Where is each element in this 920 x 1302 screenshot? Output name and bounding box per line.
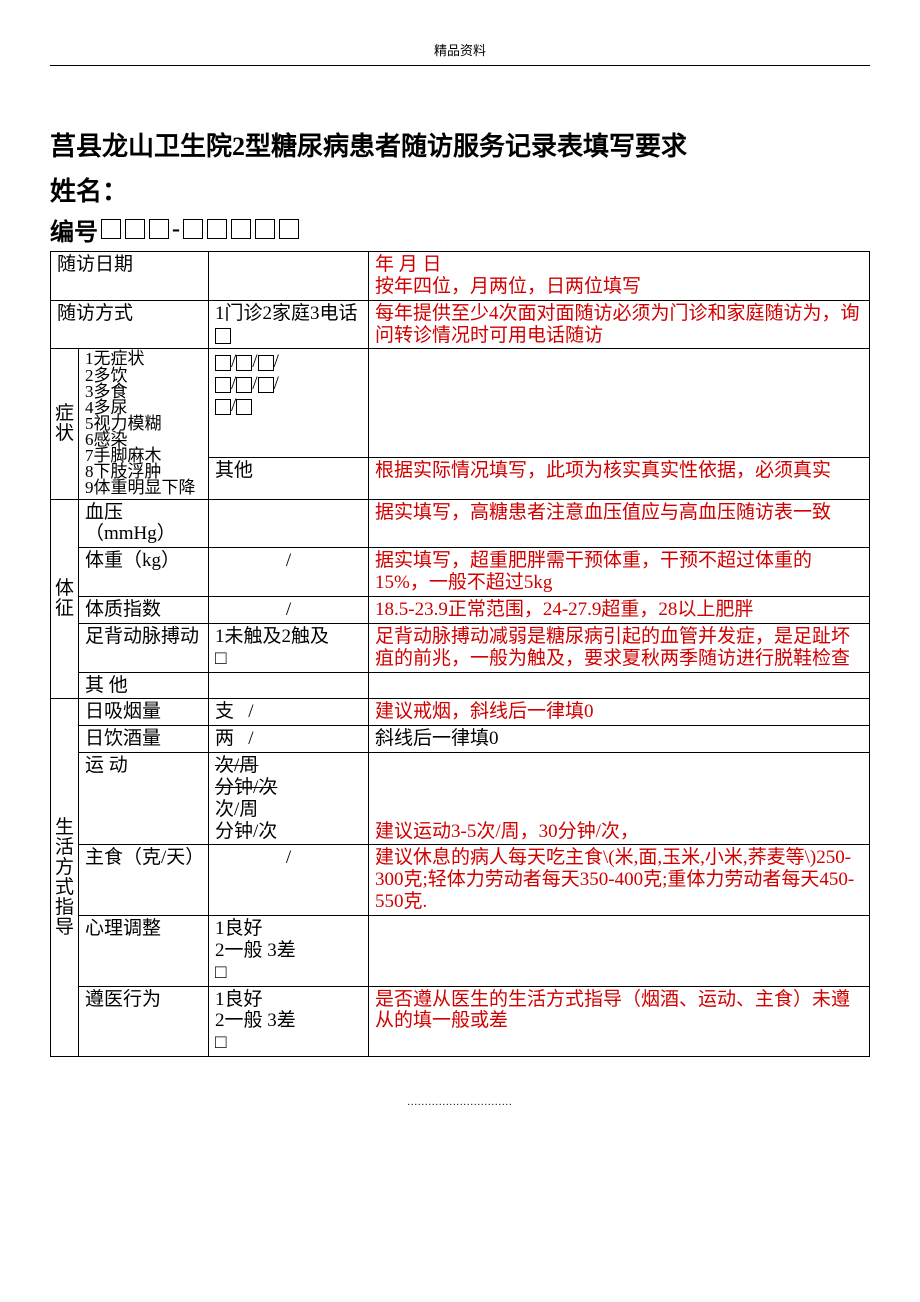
cell-bmi-note: 18.5-23.9正常范围，24-27.9超重，28以上肥胖 [369, 597, 870, 624]
footer-dots: .............................. [50, 1097, 870, 1108]
table-row: 症状 1无症状 2多饮 3多食 4多尿 5视力模糊 6感染 7手脚麻木 8下肢浮… [51, 349, 870, 458]
cell-method-note: 每年提供至少4次面对面随访必须为门诊和家庭随访为，询问转诊情况时可用电话随访 [369, 300, 870, 349]
cell-sport-label: 运 动 [79, 753, 209, 845]
id-box[interactable] [231, 219, 251, 239]
cell-bmi-mid[interactable]: / [209, 597, 369, 624]
id-box[interactable] [183, 219, 203, 239]
table-row: 体质指数 / 18.5-23.9正常范围，24-27.9超重，28以上肥胖 [51, 597, 870, 624]
drink-unit: 两 [215, 728, 234, 749]
cell-bmi-label: 体质指数 [79, 597, 209, 624]
cell-followup-date-note: 年 月 日 按年四位，月两位，日两位填写 [369, 251, 870, 300]
cell-wt-note: 据实填写，超重肥胖需干预体重，干预不超过体重的15%，一般不超过5kg [369, 548, 870, 597]
id-box[interactable] [255, 219, 275, 239]
cell-smoke-note: 建议戒烟，斜线后一律填0 [369, 699, 870, 726]
side-lifestyle: 生活方式指导 [51, 699, 79, 1057]
cell-wt-label: 体重（kg） [79, 548, 209, 597]
side-body: 体征 [51, 499, 79, 699]
cell-empty[interactable] [209, 672, 369, 699]
cell-psy-mid: 1良好 2一般 3差 □ [209, 915, 369, 986]
table-row: 心理调整 1良好 2一般 3差 □ [51, 915, 870, 986]
checkbox[interactable] [215, 377, 231, 393]
cell-food-note: 建议休息的病人每天吃主食\(米,面,玉米,小米,荞麦等\)250-300克;轻体… [369, 845, 870, 916]
table-row: 遵医行为 1良好 2一般 3差 □ 是否遵从医生的生活方式指导（烟酒、运动、主食… [51, 986, 870, 1057]
cell-empty[interactable] [209, 499, 369, 548]
checkbox[interactable] [236, 377, 252, 393]
cell-empty [369, 915, 870, 986]
page-header-small: 精品资料 [50, 40, 870, 66]
table-row: 其 他 [51, 672, 870, 699]
cell-doc-note: 是否遵从医生的生活方式指导（烟酒、运动、主食）未遵从的填一般或差 [369, 986, 870, 1057]
cell-smoke-mid: 支 / [209, 699, 369, 726]
table-row: 日饮酒量 两 / 斜线后一律填0 [51, 726, 870, 753]
table-row: 足背动脉搏动 1未触及2触及 □ 足背动脉搏动减弱是糖尿病引起的血管并发症，是足… [51, 623, 870, 672]
id-box[interactable] [125, 219, 145, 239]
name-label: 姓名： [50, 174, 870, 210]
cell-drink-label: 日饮酒量 [79, 726, 209, 753]
cell-food-mid[interactable]: / [209, 845, 369, 916]
cell-bp-note: 据实填写，高糖患者注意血压值应与高血压随访表一致 [369, 499, 870, 548]
cell-method-label: 随访方式 [51, 300, 209, 349]
cell-sport-mid: 次/周 分钟/次 次/周 分钟/次 [209, 753, 369, 845]
checkbox[interactable] [236, 355, 252, 371]
slash: / [248, 728, 253, 749]
side-symptom: 症状 [51, 349, 79, 499]
table-row: 随访日期 年 月 日 按年四位，月两位，日两位填写 [51, 251, 870, 300]
checkbox[interactable] [215, 355, 231, 371]
id-label: 编号 [50, 212, 98, 247]
table-row: 随访方式 1门诊2家庭3电话 每年提供至少4次面对面随访必须为门诊和家庭随访为，… [51, 300, 870, 349]
id-box[interactable] [207, 219, 227, 239]
table-row: 主食（克/天） / 建议休息的病人每天吃主食\(米,面,玉米,小米,荞麦等\)2… [51, 845, 870, 916]
cell-smoke-label: 日吸烟量 [79, 699, 209, 726]
id-box[interactable] [279, 219, 299, 239]
cell-symptom-other: 其他 [209, 458, 369, 499]
cell-drink-note: 斜线后一律填0 [369, 726, 870, 753]
table-row: 体重（kg） / 据实填写，超重肥胖需干预体重，干预不超过体重的15%，一般不超… [51, 548, 870, 597]
id-box[interactable] [101, 219, 121, 239]
cell-wt-mid[interactable]: / [209, 548, 369, 597]
smoke-unit: 支 [215, 701, 234, 722]
cell-foot-note: 足背动脉搏动减弱是糖尿病引起的血管并发症，是足趾坏疽的前兆，一般为触及，要求夏秋… [369, 623, 870, 672]
cell-bp-label: 血压（mmHg） [79, 499, 209, 548]
checkbox[interactable] [258, 355, 274, 371]
cell-symptom-boxes: /// /// / [209, 349, 369, 458]
cell-psy-label: 心理调整 [79, 915, 209, 986]
table-row: 运 动 次/周 分钟/次 次/周 分钟/次 建议运动3-5次/周，30分钟/次， [51, 753, 870, 845]
cell-empty[interactable] [209, 251, 369, 300]
doc-title: 莒县龙山卫生院2型糖尿病患者随访服务记录表填写要求 [50, 126, 870, 168]
checkbox[interactable] [215, 399, 231, 415]
method-text: 1门诊2家庭3电话 [215, 303, 358, 324]
cell-empty [369, 349, 870, 458]
cell-symptom-list: 1无症状 2多饮 3多食 4多尿 5视力模糊 6感染 7手脚麻木 8下肢浮肿 9… [79, 349, 209, 499]
cell-doc-mid: 1良好 2一般 3差 □ [209, 986, 369, 1057]
cell-doc-label: 遵医行为 [79, 986, 209, 1057]
sport-text: 次/周 分钟/次 [215, 799, 362, 843]
cell-foot-label: 足背动脉搏动 [79, 623, 209, 672]
cell-drink-mid: 两 / [209, 726, 369, 753]
cell-other-label: 其 他 [79, 672, 209, 699]
checkbox[interactable] [236, 399, 252, 415]
cell-method-mid: 1门诊2家庭3电话 [209, 300, 369, 349]
slash: / [248, 701, 253, 722]
cell-followup-date-label: 随访日期 [51, 251, 209, 300]
main-table: 随访日期 年 月 日 按年四位，月两位，日两位填写 随访方式 1门诊2家庭3电话… [50, 251, 870, 1057]
id-line: 编号 - [50, 212, 870, 247]
cell-food-label: 主食（克/天） [79, 845, 209, 916]
dash: - [172, 216, 180, 243]
cell-empty [369, 672, 870, 699]
cell-foot-mid: 1未触及2触及 □ [209, 623, 369, 672]
id-box[interactable] [149, 219, 169, 239]
table-row: 生活方式指导 日吸烟量 支 / 建议戒烟，斜线后一律填0 [51, 699, 870, 726]
checkbox[interactable] [215, 328, 231, 344]
sport-strike: 次/周 分钟/次 [215, 755, 362, 799]
cell-symptom-note: 根据实际情况填写，此项为核实真实性依据，必须真实 [369, 458, 870, 499]
checkbox[interactable] [258, 377, 274, 393]
table-row: 体征 血压（mmHg） 据实填写，高糖患者注意血压值应与高血压随访表一致 [51, 499, 870, 548]
cell-sport-note: 建议运动3-5次/周，30分钟/次， [369, 753, 870, 845]
